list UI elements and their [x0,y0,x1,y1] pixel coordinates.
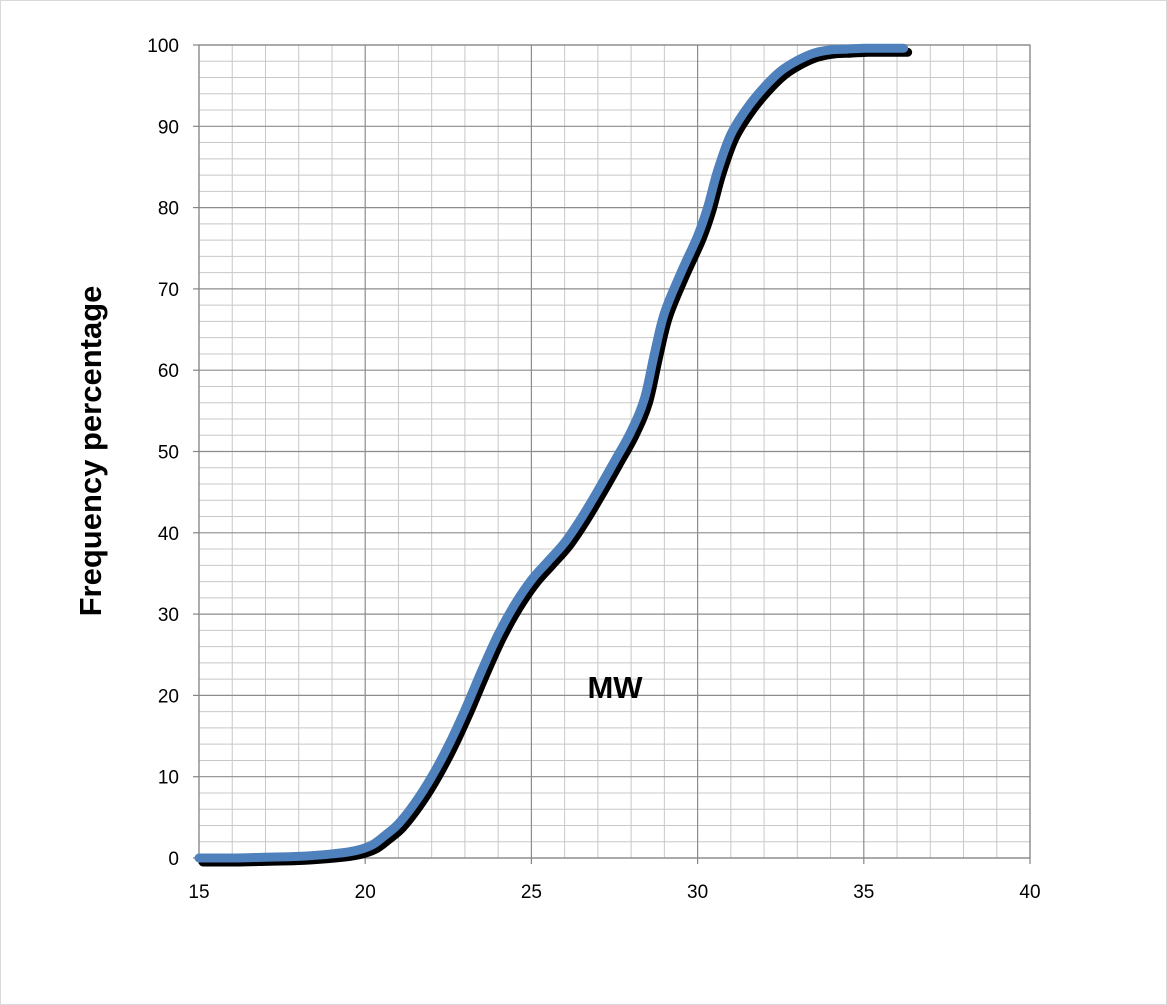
y-tick-label: 60 [158,361,179,382]
y-tick-label: 100 [147,36,179,57]
x-tick-label: 40 [1019,882,1040,903]
major-grid [199,45,1030,858]
y-tick-labels: 0 10 20 30 40 50 60 70 80 90 100 [147,36,179,870]
series-shadow-line [203,52,908,862]
series-layer [199,48,908,862]
x-tick-label: 15 [188,882,209,903]
y-tick-label: 90 [158,117,179,138]
y-tick-label: 80 [158,199,179,220]
y-tick-label: 70 [158,280,179,301]
y-axis-title: Frequency percentage [73,286,108,617]
y-tick-label: 40 [158,524,179,545]
y-tick-label: 30 [158,605,179,626]
x-tick-label: 30 [687,882,708,903]
x-tick-label: 35 [853,882,874,903]
x-tick-label: 25 [521,882,542,903]
plot-border [193,45,1030,864]
x-axis-title: MW [587,670,643,705]
x-tick-label: 20 [355,882,376,903]
x-tick-labels: 15 20 25 30 35 40 [188,882,1040,903]
y-tick-label: 20 [158,686,179,707]
series-line [199,48,904,858]
y-tick-label: 50 [158,443,179,464]
y-tick-label: 10 [158,768,179,789]
y-tick-label: 0 [168,849,179,870]
